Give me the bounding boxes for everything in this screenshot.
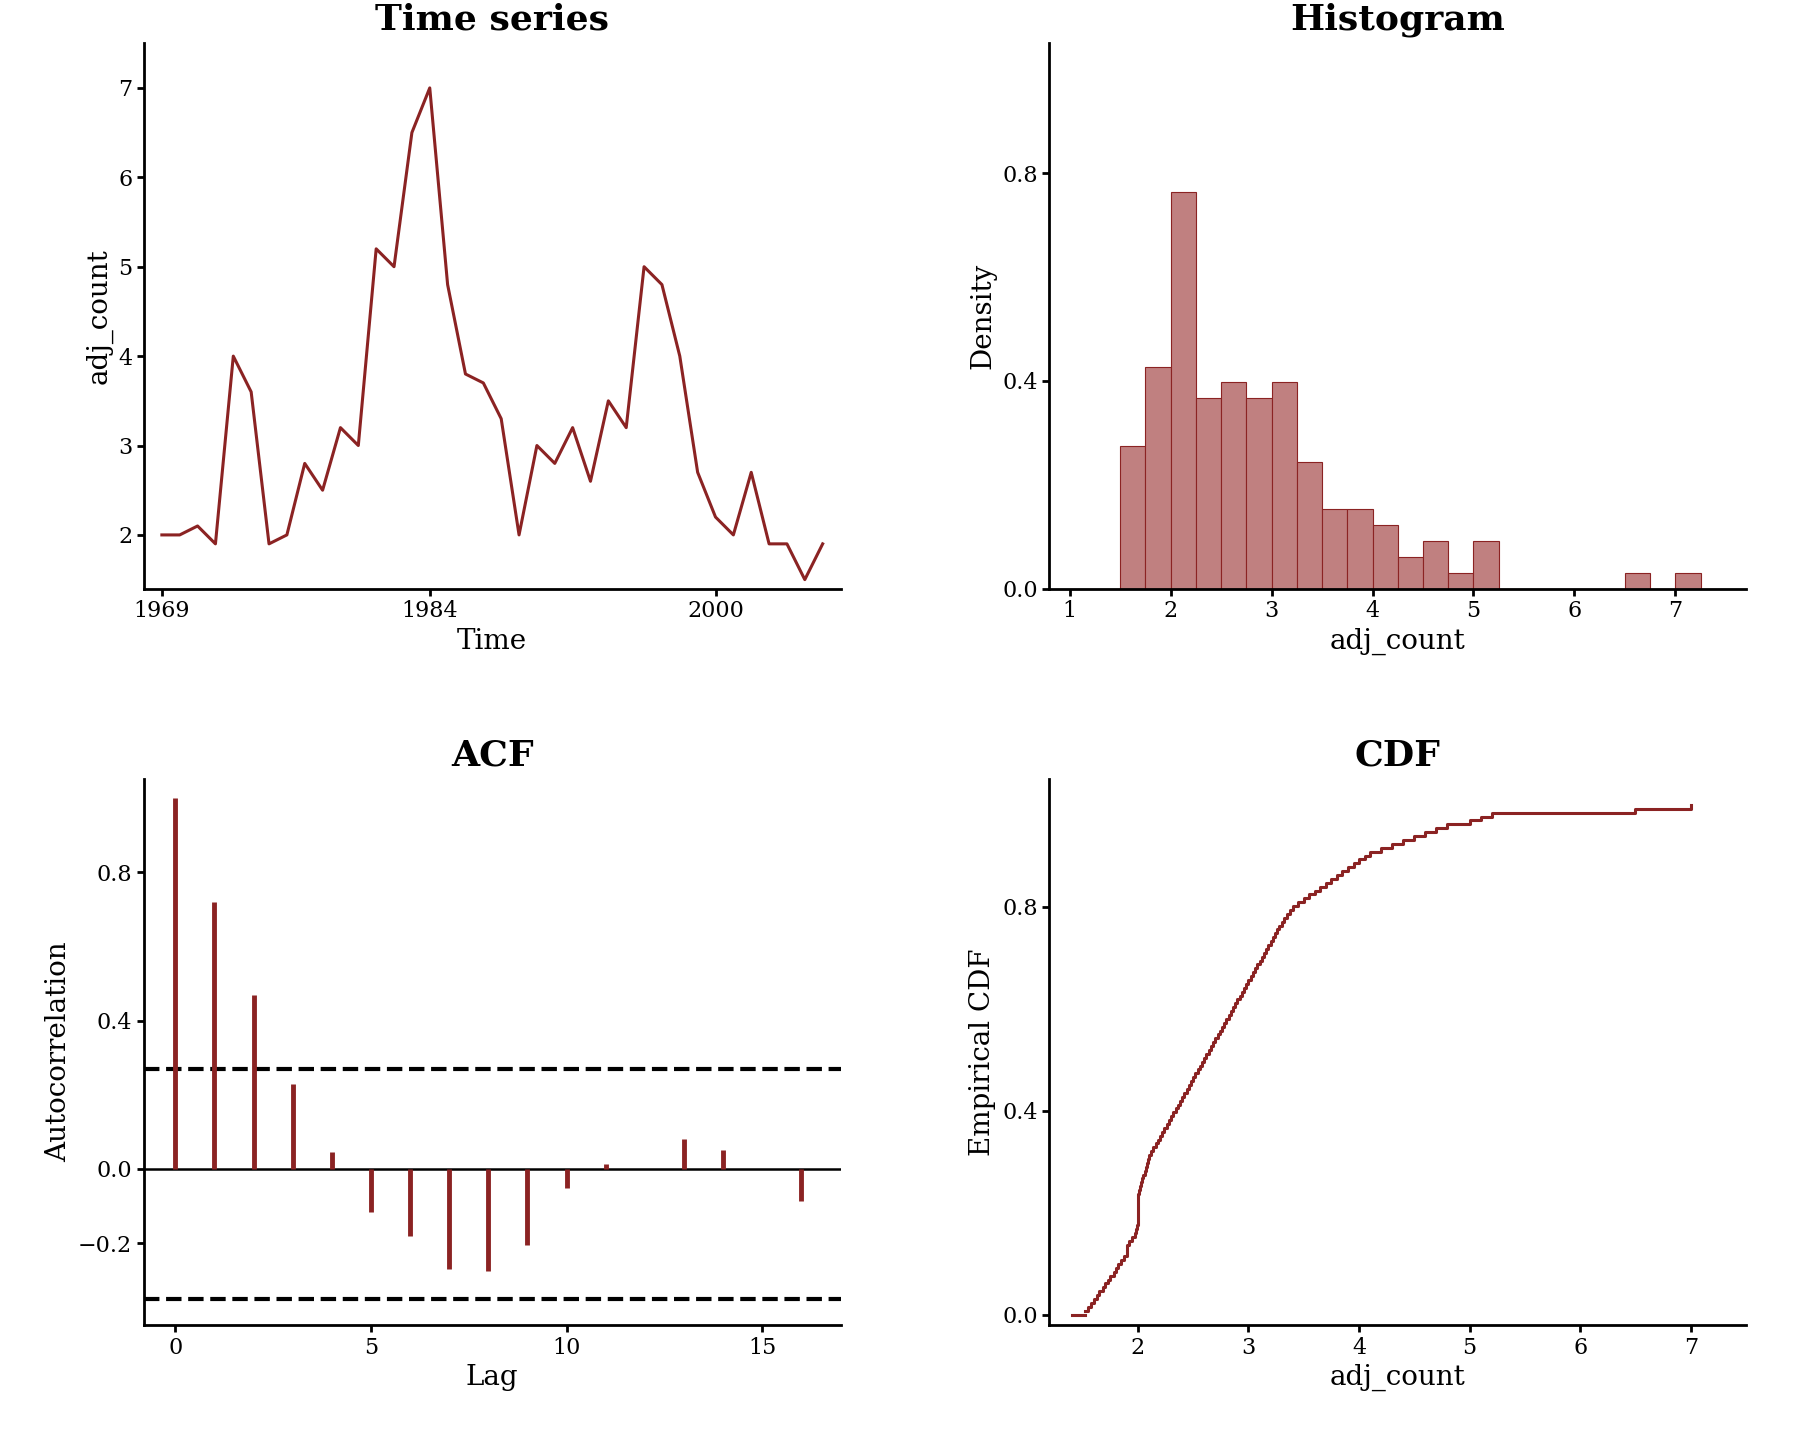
Bar (1246, 399, 1271, 589)
Bar (1296, 462, 1321, 589)
Y-axis label: Empirical CDF: Empirical CDF (970, 949, 997, 1156)
Bar (1449, 573, 1474, 589)
Bar (1676, 573, 1701, 589)
Y-axis label: adj_count: adj_count (85, 248, 112, 383)
Y-axis label: Density: Density (970, 262, 997, 369)
Bar (1399, 557, 1424, 589)
Bar (1120, 446, 1145, 589)
Title: Time series: Time series (374, 3, 608, 36)
Bar (1220, 383, 1246, 589)
Bar (1321, 510, 1346, 589)
Bar (1373, 526, 1399, 589)
Title: CDF: CDF (1355, 739, 1440, 772)
Bar (1346, 510, 1373, 589)
Title: ACF: ACF (452, 739, 533, 772)
Bar (1145, 367, 1170, 589)
Y-axis label: Autocorrelation: Autocorrelation (45, 942, 72, 1162)
X-axis label: adj_count: adj_count (1330, 628, 1465, 655)
Bar (1271, 383, 1296, 589)
Bar (1424, 541, 1449, 589)
X-axis label: Lag: Lag (466, 1364, 518, 1391)
Bar (1625, 573, 1651, 589)
Bar (1474, 541, 1499, 589)
Title: Histogram: Histogram (1291, 3, 1505, 37)
Bar (1170, 192, 1195, 589)
X-axis label: Time: Time (457, 628, 527, 655)
Bar (1195, 399, 1220, 589)
X-axis label: adj_count: adj_count (1330, 1364, 1465, 1391)
